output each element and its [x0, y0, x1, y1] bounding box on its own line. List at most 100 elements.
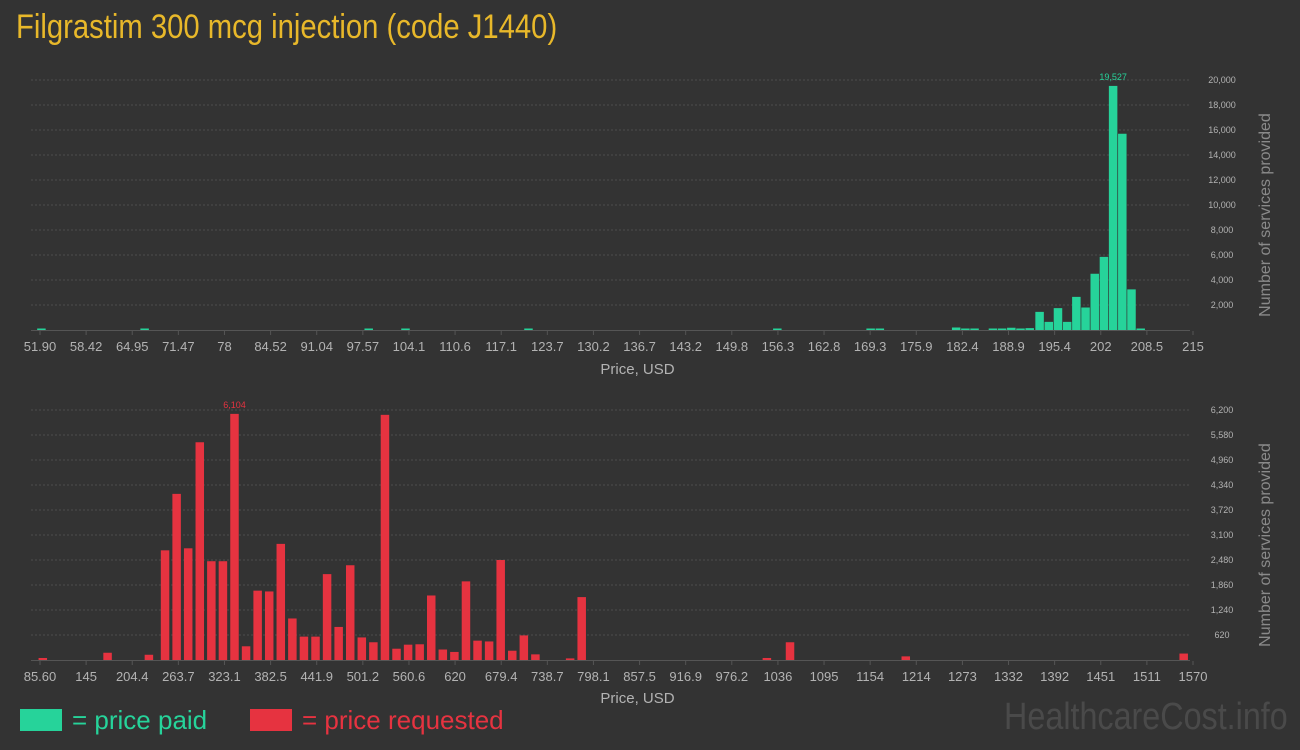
- requested-bar: [288, 618, 297, 660]
- requested-bar: [369, 642, 378, 660]
- requested-peak-label: 6,104: [223, 400, 246, 410]
- requested-bar: [299, 636, 309, 660]
- requested-x-tick-label: 1451: [1086, 669, 1115, 684]
- paid-bar: [951, 327, 961, 330]
- requested-x-tick-label: 1273: [948, 669, 977, 684]
- paid-y-tick-label: 18,000: [1208, 100, 1236, 110]
- paid-bar: [1007, 327, 1016, 330]
- paid-bar: [1127, 289, 1136, 330]
- requested-bar: [415, 644, 424, 660]
- requested-bar: [426, 595, 436, 660]
- paid-bar: [401, 328, 410, 330]
- requested-x-tick-label: 263.7: [162, 669, 195, 684]
- paid-y-tick-label: 14,000: [1208, 150, 1236, 160]
- paid-x-tick-label: 51.90: [24, 339, 57, 354]
- paid-x-tick-label: 208.5: [1131, 339, 1164, 354]
- legend-paid-label: = price paid: [72, 704, 208, 735]
- paid-x-tick-label: 202: [1090, 339, 1112, 354]
- paid-x-tick-label: 182.4: [946, 339, 979, 354]
- paid-bar: [1016, 328, 1025, 330]
- requested-bar: [380, 414, 390, 660]
- paid-x-tick-label: 117.1: [485, 339, 517, 354]
- requested-y-tick-label: 1,240: [1211, 605, 1234, 615]
- paid-bar: [1081, 307, 1090, 330]
- paid-bar: [1099, 256, 1109, 330]
- requested-x-tick-label: 1095: [810, 669, 839, 684]
- paid-bar: [1108, 85, 1118, 330]
- requested-bar: [183, 548, 193, 660]
- requested-x-tick-label: 857.5: [623, 669, 656, 684]
- requested-x-tick-label: 1511: [1133, 669, 1161, 684]
- paid-bar: [988, 328, 998, 330]
- paid-x-tick-label: 97.57: [347, 339, 380, 354]
- requested-bar: [531, 654, 540, 660]
- paid-x-tick-label: 64.95: [116, 339, 149, 354]
- paid-x-tick-label: 195.4: [1038, 339, 1071, 354]
- paid-peak-label: 19,527: [1099, 72, 1127, 82]
- paid-x-tick-label: 58.42: [70, 339, 103, 354]
- paid-y-tick-label: 8,000: [1211, 225, 1234, 235]
- requested-y-tick-label: 6,200: [1211, 405, 1234, 415]
- requested-x-tick-label: 1392: [1040, 669, 1069, 684]
- paid-y-axis-label: Number of services provided: [1257, 113, 1274, 317]
- requested-x-tick-label: 1570: [1179, 669, 1208, 684]
- requested-bar: [450, 651, 459, 660]
- requested-y-tick-label: 2,480: [1211, 555, 1234, 565]
- paid-y-tick-label: 12,000: [1208, 175, 1236, 185]
- requested-y-tick-label: 4,340: [1211, 480, 1234, 490]
- requested-bar: [311, 636, 320, 660]
- paid-bar: [37, 328, 46, 330]
- paid-x-tick-label: 143.2: [669, 339, 702, 354]
- paid-bar: [1072, 296, 1081, 330]
- requested-bar: [207, 561, 216, 660]
- paid-y-tick-label: 20,000: [1208, 75, 1236, 85]
- requested-x-tick-label: 738.7: [531, 669, 564, 684]
- requested-bar: [357, 637, 367, 660]
- requested-y-tick-label: 3,100: [1211, 530, 1234, 540]
- requested-bar: [438, 649, 448, 660]
- requested-bar: [519, 635, 529, 660]
- paid-x-tick-label: 104.1: [393, 339, 426, 354]
- requested-x-tick-label: 620: [444, 669, 466, 684]
- requested-x-tick-label: 1332: [994, 669, 1023, 684]
- requested-y-axis-label: Number of services provided: [1257, 443, 1274, 647]
- paid-bar: [773, 328, 782, 330]
- paid-x-tick-label: 136.7: [623, 339, 656, 354]
- paid-x-tick-label: 169.3: [854, 339, 887, 354]
- requested-bar: [253, 590, 262, 660]
- paid-bar: [970, 328, 979, 330]
- requested-x-tick-label: 204.4: [116, 669, 149, 684]
- requested-bar: [38, 657, 48, 660]
- legend-paid-swatch: [20, 709, 62, 731]
- paid-bar: [1062, 321, 1072, 330]
- requested-bar: [264, 591, 274, 660]
- requested-bar: [241, 646, 251, 660]
- requested-x-tick-label: 1154: [856, 669, 884, 684]
- requested-y-tick-label: 5,580: [1211, 430, 1234, 440]
- requested-x-tick-label: 145: [75, 669, 97, 684]
- requested-bar: [334, 626, 343, 660]
- requested-bar: [901, 656, 911, 660]
- requested-x-tick-label: 382.5: [254, 669, 287, 684]
- paid-bar: [1136, 328, 1145, 330]
- paid-x-tick-label: 71.47: [162, 339, 195, 354]
- paid-bar: [1090, 273, 1099, 330]
- brand-watermark: HealthcareCost.info: [1004, 696, 1288, 738]
- requested-x-tick-label: 679.4: [485, 669, 518, 684]
- requested-bar: [195, 442, 205, 660]
- requested-y-tick-label: 1,860: [1211, 580, 1234, 590]
- requested-x-tick-label: 501.2: [347, 669, 380, 684]
- paid-x-tick-label: 188.9: [992, 339, 1025, 354]
- legend-requested-label: = price requested: [302, 704, 504, 735]
- requested-x-tick-label: 560.6: [393, 669, 426, 684]
- paid-x-tick-label: 130.2: [577, 339, 610, 354]
- requested-bar: [172, 493, 181, 660]
- requested-bar: [160, 550, 170, 660]
- requested-bar: [345, 565, 355, 660]
- requested-x-tick-label: 916.9: [669, 669, 702, 684]
- paid-x-tick-label: 78: [217, 339, 231, 354]
- requested-bar: [496, 560, 505, 660]
- paid-bar: [1044, 321, 1054, 330]
